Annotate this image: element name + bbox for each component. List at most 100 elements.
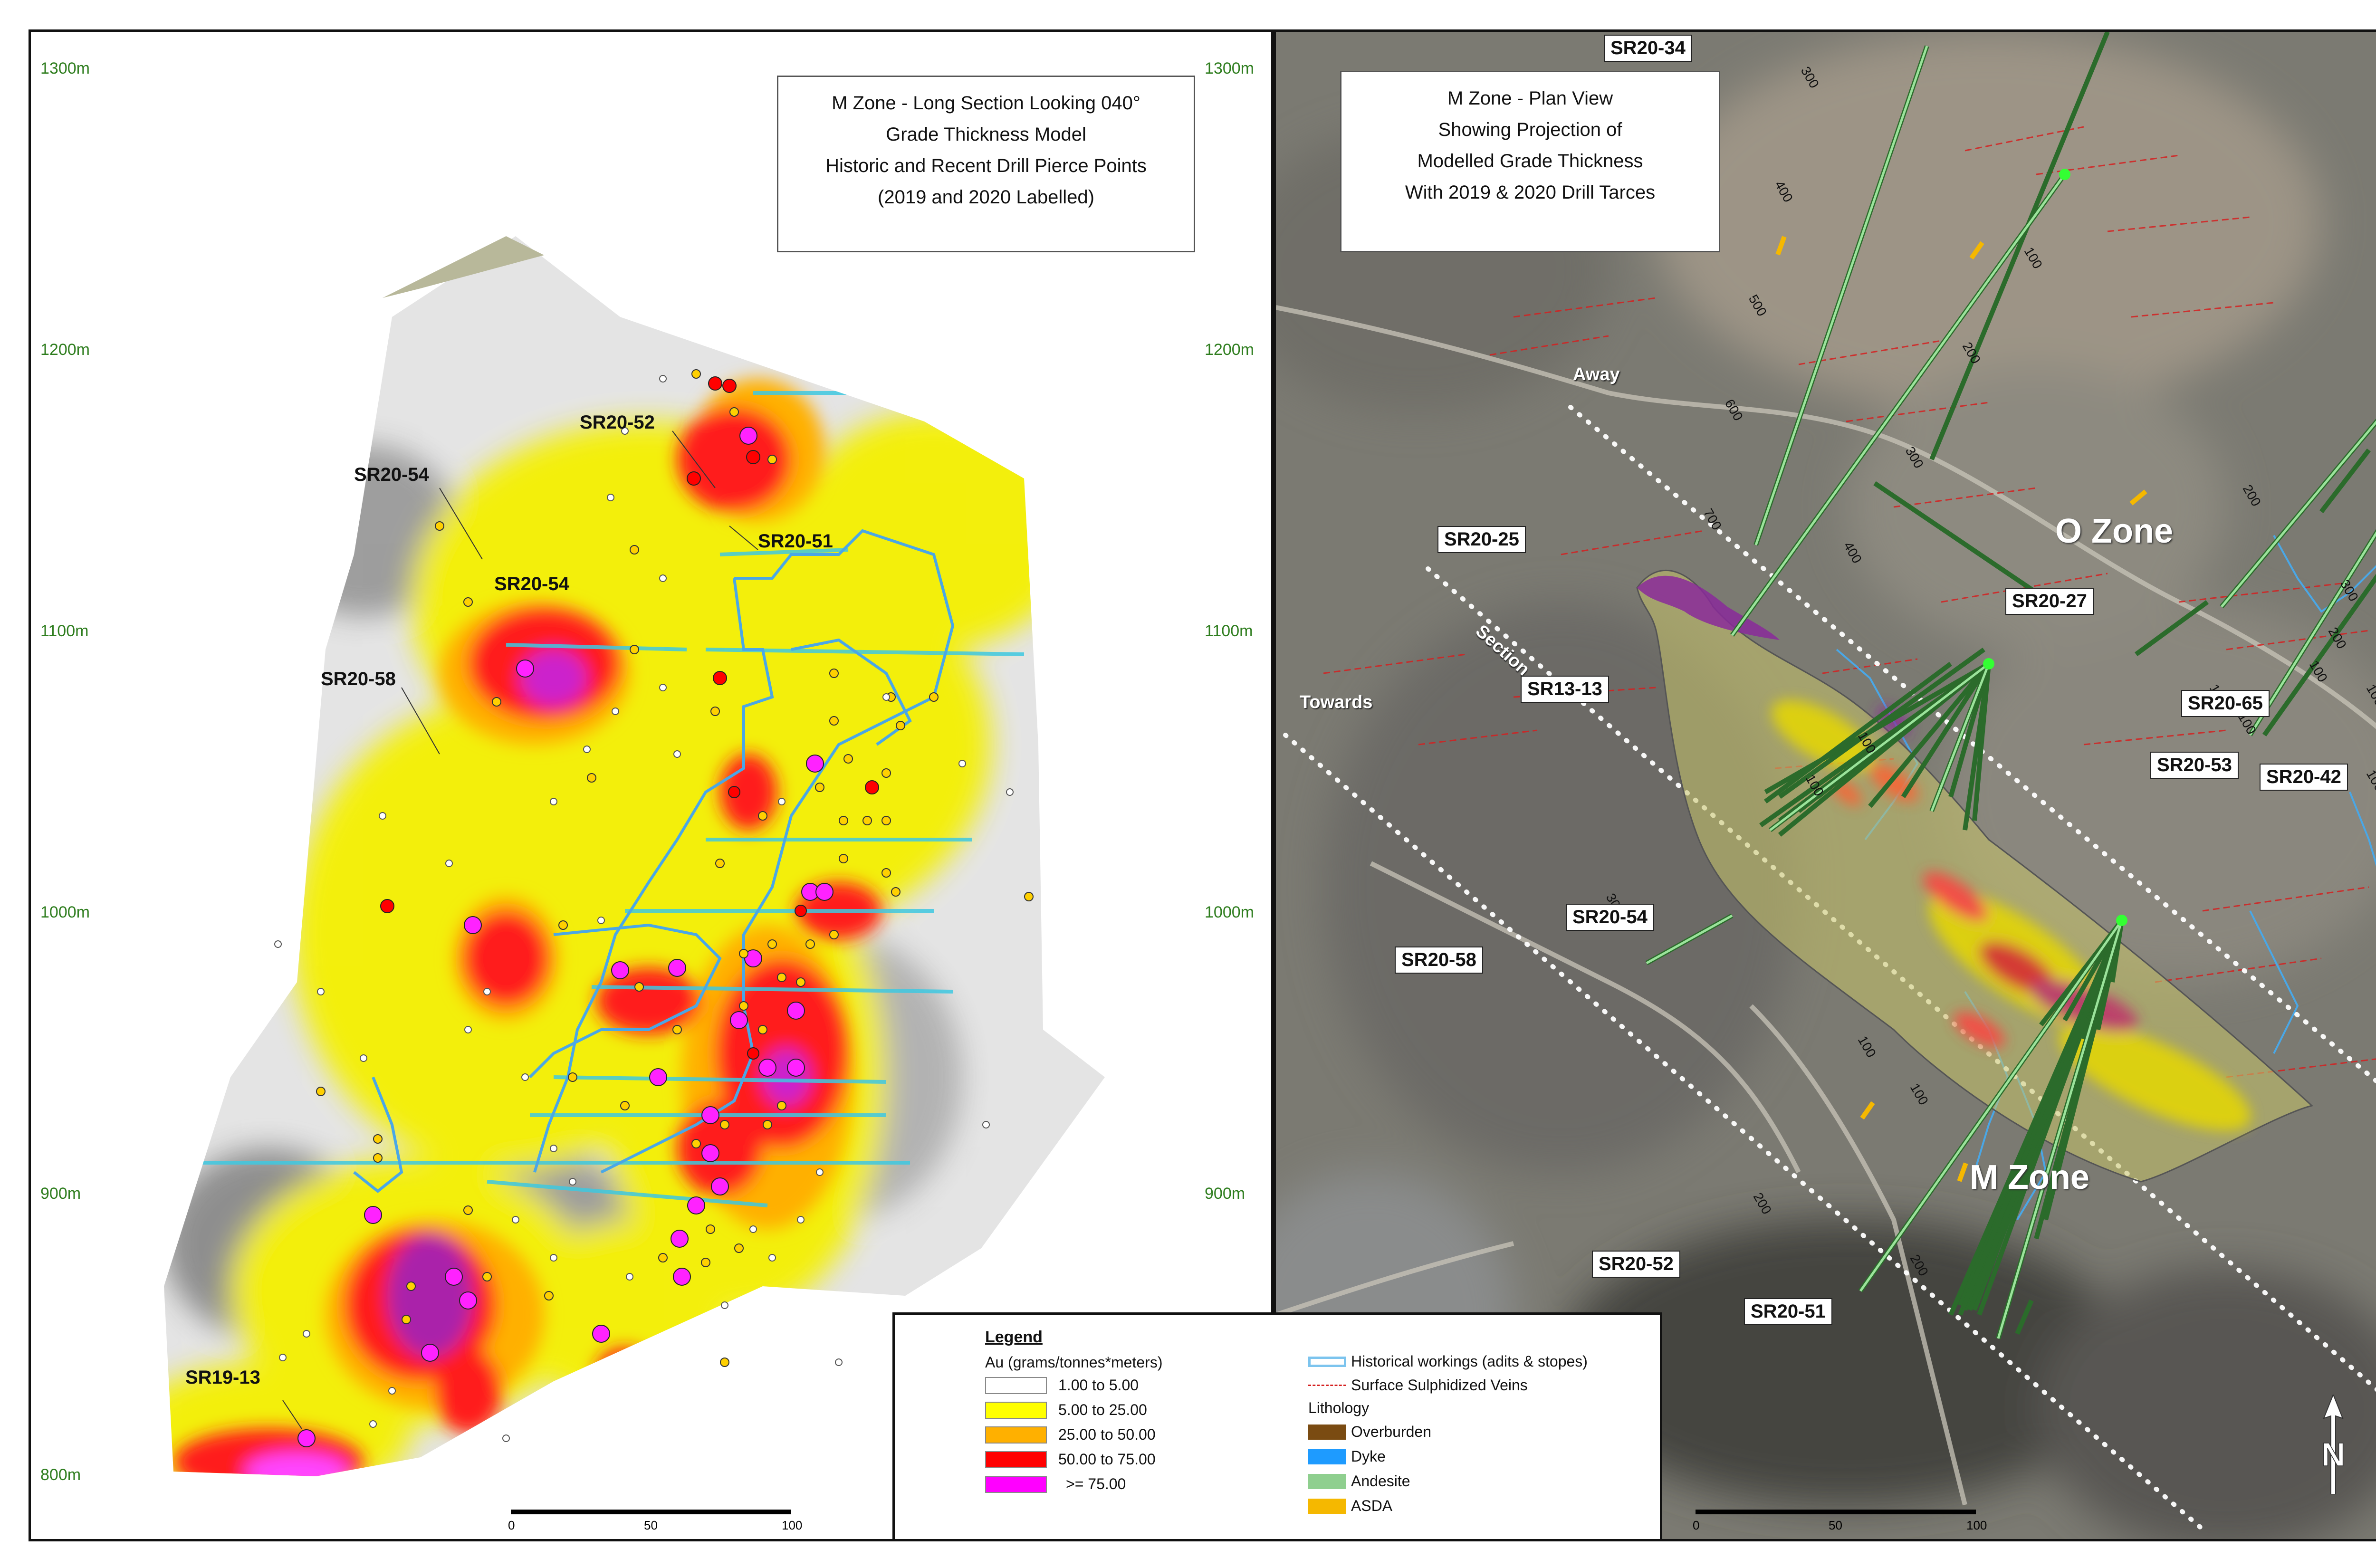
pierce-point — [611, 961, 629, 979]
title-line: Grade Thickness Model — [886, 124, 1086, 145]
hole-label-sr20-51: SR20-51 — [758, 531, 833, 552]
historical-workings-key: Historical workings (adits & stopes) — [1308, 1353, 1588, 1370]
lithology-asda: ASDA — [1308, 1497, 1392, 1515]
grade-swatch — [985, 1377, 1047, 1394]
grade-thickness-model — [164, 236, 1105, 1476]
title-line: M Zone - Long Section Looking 040° — [832, 93, 1140, 114]
veins-swatch — [1308, 1385, 1346, 1386]
pierce-point — [592, 1325, 610, 1343]
elevation-label-1300-right: 1300m — [1205, 59, 1254, 77]
veins-key: Surface Sulphidized Veins — [1308, 1377, 1528, 1394]
scale-tick-0: 0 — [1693, 1518, 1700, 1532]
elevation-label-1100: 1100m — [40, 622, 89, 640]
zone-label-o: O Zone — [2055, 512, 2173, 550]
hole-label-sr20-25: SR20-25 — [1437, 526, 1526, 553]
hole-label-sr20-34: SR20-34 — [1604, 35, 1692, 62]
veins-label: Surface Sulphidized Veins — [1351, 1377, 1528, 1394]
hole-label-sr20-54: SR20-54 — [1566, 904, 1654, 931]
pierce-point — [708, 376, 722, 391]
grade-class-4: 50.00 to 75.00 — [985, 1451, 1156, 1468]
pierce-point — [728, 786, 740, 798]
pierce-point — [746, 450, 760, 464]
lithology-dyke: Dyke — [1308, 1448, 1386, 1465]
pierce-point — [806, 755, 824, 773]
plan-view-title-box: M Zone - Plan View Showing Projection of… — [1340, 71, 1720, 252]
pierce-point — [865, 780, 879, 794]
scale-tick-50: 50 — [1829, 1518, 1842, 1532]
title-line: Modelled Grade Thickness — [1417, 151, 1643, 172]
elevation-label-1200: 1200m — [40, 341, 90, 359]
scale-tick-50: 50 — [644, 1518, 658, 1532]
section-word-away: Away — [1573, 364, 1620, 384]
pierce-point — [758, 1059, 776, 1077]
grade-class-label: 1.00 to 5.00 — [1058, 1377, 1139, 1394]
title-line: Showing Projection of — [1438, 119, 1622, 140]
pierce-point — [730, 1011, 748, 1029]
pierce-point — [787, 1002, 805, 1020]
pierce-point — [464, 916, 482, 934]
title-line: M Zone - Plan View — [1447, 88, 1613, 109]
lithology-label: Dyke — [1351, 1448, 1386, 1465]
hole-label-sr20-53: SR20-53 — [2150, 752, 2239, 779]
elevation-label-1200-right: 1200m — [1205, 341, 1254, 359]
long-section-title-box: M Zone - Long Section Looking 040° Grade… — [777, 76, 1195, 252]
lithology-andesite: Andesite — [1308, 1472, 1410, 1490]
lithology-swatch — [1308, 1424, 1346, 1440]
lithology-swatch — [1308, 1498, 1346, 1514]
pierce-point — [364, 1206, 382, 1224]
grade-class-label: >= 75.00 — [1066, 1475, 1126, 1492]
svg-text:N: N — [2321, 1436, 2346, 1473]
scale-tick-0: 0 — [508, 1518, 515, 1532]
pierce-point — [673, 1268, 691, 1286]
lithology-swatch — [1308, 1449, 1346, 1464]
workings-label: Historical workings (adits & stopes) — [1351, 1353, 1588, 1370]
scale-tick-100: 100 — [782, 1518, 803, 1532]
pierce-point — [713, 671, 727, 685]
pierce-point — [297, 1429, 316, 1447]
lithology-overburden: Overburden — [1308, 1423, 1431, 1441]
grade-class-label: 50.00 to 75.00 — [1058, 1451, 1156, 1468]
scale-tick-100: 100 — [1966, 1518, 1987, 1532]
plan-scale-bar: 0 50 100 — [1693, 1510, 1990, 1538]
lithology-label: Andesite — [1351, 1472, 1410, 1490]
pierce-point — [701, 1144, 719, 1162]
elevation-label-1000-right: 1000m — [1205, 903, 1254, 921]
pierce-point — [671, 1230, 689, 1248]
hole-label-sr20-27: SR20-27 — [2005, 588, 2094, 615]
elevation-label-900: 900m — [40, 1185, 81, 1203]
grade-swatch — [985, 1401, 1047, 1419]
hole-label-sr20-58: SR20-58 — [1395, 947, 1483, 974]
grade-heading: Au (grams/tonnes*meters) — [985, 1354, 1163, 1371]
drill-pierce-points — [274, 369, 1034, 1447]
hole-label-sr20-42: SR20-42 — [2260, 764, 2348, 791]
hole-label-sr13-13: SR13-13 — [1521, 676, 1609, 703]
scale-bar: 0 50 100 — [508, 1510, 805, 1538]
pierce-point — [747, 1047, 759, 1060]
pierce-point — [701, 1106, 719, 1124]
hole-label-sr20-58: SR20-58 — [321, 669, 396, 689]
pierce-point — [722, 379, 737, 393]
grade-class-label: 25.00 to 50.00 — [1058, 1426, 1156, 1443]
elevation-label-900-right: 900m — [1205, 1185, 1245, 1203]
pierce-point — [668, 959, 686, 977]
section-word-towards: Towards — [1300, 692, 1373, 712]
grade-class-2: 5.00 to 25.00 — [985, 1401, 1147, 1419]
pierce-point — [445, 1268, 463, 1286]
grade-class-3: 25.00 to 50.00 — [985, 1426, 1156, 1444]
grade-swatch — [985, 1451, 1047, 1468]
grade-swatch — [985, 1475, 1047, 1493]
north-arrow-icon: N — [2321, 1395, 2346, 1494]
pierce-point — [687, 1196, 705, 1214]
pierce-point — [744, 949, 762, 967]
hole-label-sr20-54-lower: SR20-54 — [494, 574, 569, 594]
hole-label-sr19-13: SR19-13 — [185, 1367, 260, 1388]
zone-label-m: M Zone — [1970, 1158, 2089, 1196]
grade-class-5: >= 75.00 — [985, 1475, 1126, 1493]
grade-class-label: 5.00 to 25.00 — [1058, 1401, 1147, 1418]
lithology-swatch — [1308, 1473, 1346, 1489]
elevation-label-800: 800m — [40, 1466, 81, 1484]
pierce-point — [739, 427, 757, 445]
lithology-heading: Lithology — [1308, 1399, 1370, 1416]
title-line: Historic and Recent Drill Pierce Points — [825, 155, 1147, 176]
grade-class-1: 1.00 to 5.00 — [985, 1377, 1139, 1394]
